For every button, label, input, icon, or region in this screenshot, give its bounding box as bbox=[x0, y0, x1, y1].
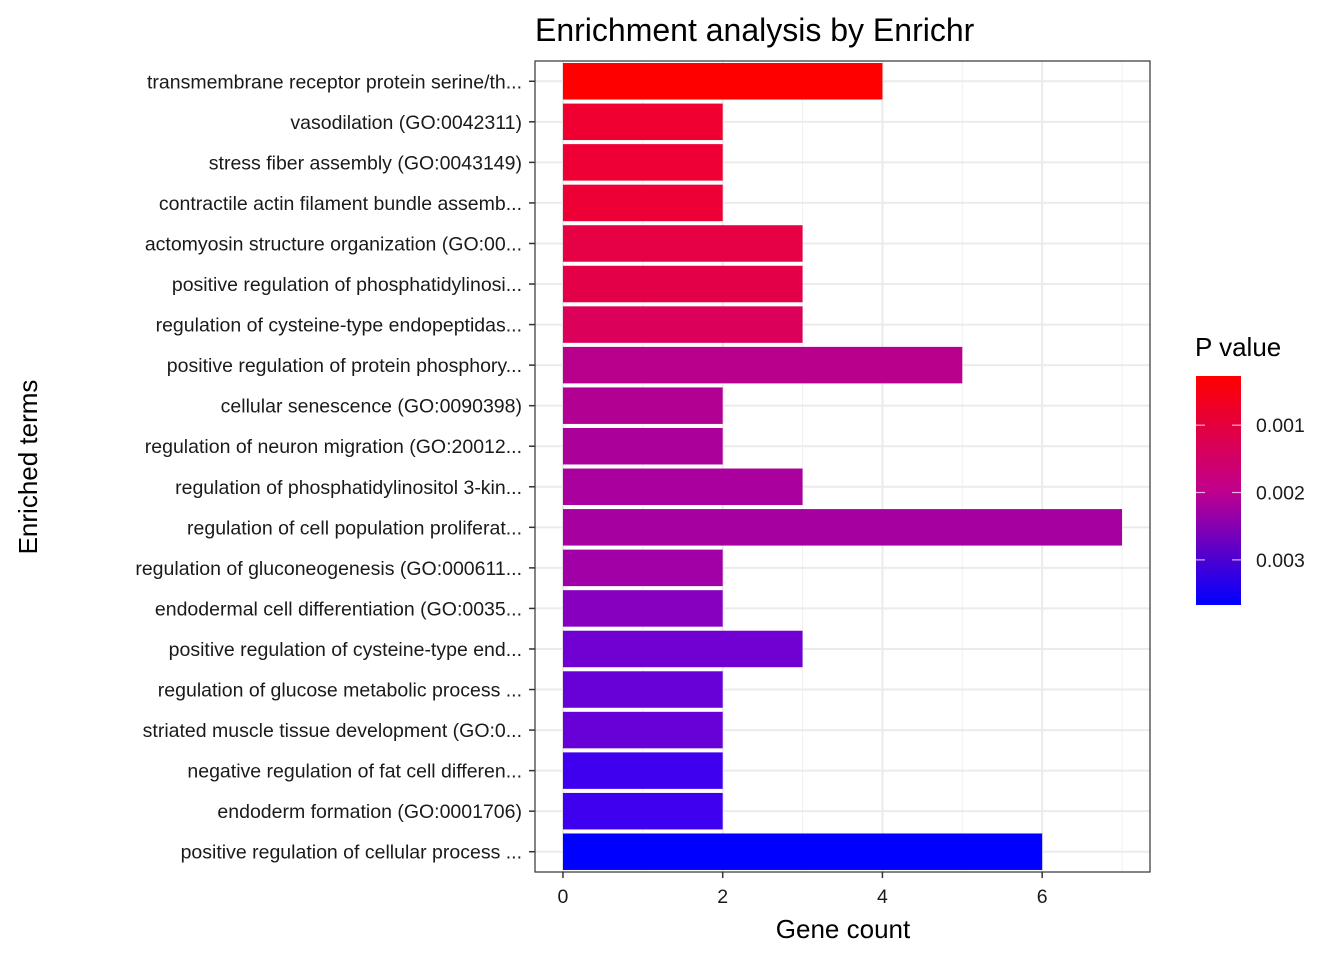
bar bbox=[562, 549, 723, 587]
legend-colorbar bbox=[1196, 376, 1241, 605]
bar bbox=[562, 346, 963, 384]
y-tick-label: positive regulation of cysteine-type end… bbox=[169, 639, 522, 661]
legend-ticks: 0.001 0.002 0.003 bbox=[1196, 415, 1305, 572]
bar bbox=[562, 792, 723, 830]
y-tick-label: stress fiber assembly (GO:0043149) bbox=[209, 152, 522, 174]
plot-panel-background bbox=[535, 61, 1150, 872]
bar bbox=[562, 752, 723, 789]
y-tick-label: actomyosin structure organization (GO:00… bbox=[145, 233, 522, 255]
legend: P value 0.001 0.002 0.003 bbox=[1195, 332, 1305, 605]
y-tick-label: endoderm formation (GO:0001706) bbox=[217, 801, 522, 823]
y-tick-label: vasodilation (GO:0042311) bbox=[290, 112, 522, 134]
legend-title: P value bbox=[1195, 332, 1281, 362]
bar bbox=[562, 144, 723, 181]
bar bbox=[562, 671, 723, 708]
bar bbox=[562, 590, 723, 627]
y-tick-label: positive regulation of protein phosphory… bbox=[167, 355, 522, 377]
x-tick-label: 4 bbox=[877, 886, 888, 908]
y-tick-label: positive regulation of phosphatidylinosi… bbox=[172, 274, 522, 296]
bar bbox=[562, 184, 723, 222]
y-tick-label: cellular senescence (GO:0090398) bbox=[221, 396, 522, 418]
bar bbox=[562, 225, 803, 262]
y-tick-label: regulation of neuron migration (GO:20012… bbox=[145, 436, 522, 458]
y-axis-title: Enriched terms bbox=[13, 380, 43, 555]
y-tick-label: transmembrane receptor protein serine/th… bbox=[147, 71, 522, 93]
bar bbox=[562, 427, 723, 465]
bars bbox=[562, 63, 1123, 870]
bar bbox=[562, 509, 1123, 546]
y-tick-label: contractile actin filament bundle assemb… bbox=[159, 193, 522, 215]
bar bbox=[562, 387, 723, 424]
chart-title: Enrichment analysis by Enrichr bbox=[535, 12, 975, 48]
y-axis: transmembrane receptor protein serine/th… bbox=[135, 71, 535, 864]
plot-panel-border bbox=[534, 60, 1151, 873]
y-tick-label: negative regulation of fat cell differen… bbox=[187, 761, 522, 783]
bar bbox=[562, 265, 803, 303]
x-tick-label: 6 bbox=[1037, 886, 1048, 908]
x-tick-label: 0 bbox=[558, 886, 569, 908]
y-tick-label: regulation of gluconeogenesis (GO:000611… bbox=[135, 558, 522, 580]
bar bbox=[562, 630, 803, 668]
legend-tick-label: 0.002 bbox=[1256, 483, 1305, 505]
y-tick-label: regulation of cell population proliferat… bbox=[187, 517, 522, 539]
bar bbox=[562, 711, 723, 749]
bar bbox=[562, 306, 803, 343]
y-tick-label: endodermal cell differentiation (GO:0035… bbox=[155, 598, 522, 620]
legend-tick-label: 0.003 bbox=[1256, 550, 1305, 572]
y-tick-label: striated muscle tissue development (GO:0… bbox=[143, 720, 522, 742]
y-tick-label: regulation of glucose metabolic process … bbox=[158, 680, 522, 702]
bar bbox=[562, 468, 803, 506]
bar bbox=[562, 833, 1043, 870]
bar bbox=[562, 63, 883, 100]
y-tick-label: positive regulation of cellular process … bbox=[181, 842, 522, 864]
y-tick-label: regulation of phosphatidylinositol 3-kin… bbox=[175, 477, 522, 499]
x-axis: 0 2 4 6 bbox=[558, 872, 1048, 908]
y-tick-label: regulation of cysteine-type endopeptidas… bbox=[156, 315, 522, 337]
legend-tick-label: 0.001 bbox=[1256, 415, 1305, 437]
x-tick-label: 2 bbox=[717, 886, 728, 908]
x-axis-title: Gene count bbox=[776, 914, 911, 944]
bar bbox=[562, 103, 723, 141]
